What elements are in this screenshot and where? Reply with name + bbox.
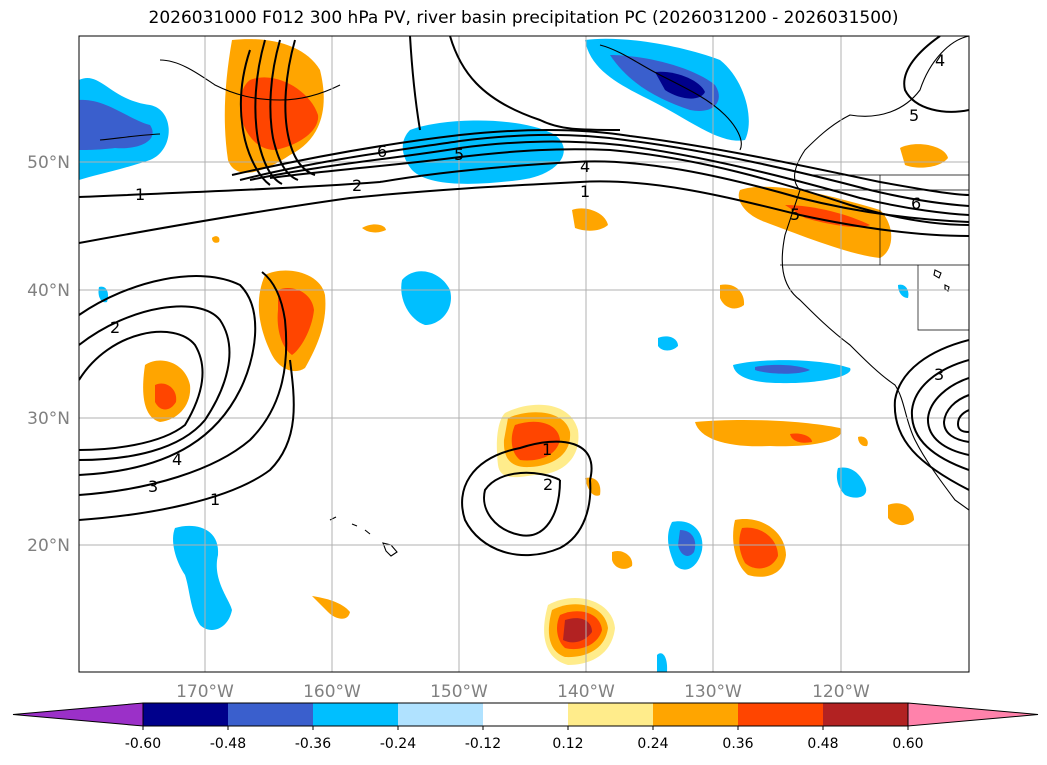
- colorbar-label: 0.60: [892, 736, 923, 752]
- contour-label: 5: [909, 106, 919, 125]
- lon-label: 140°W: [557, 682, 615, 702]
- contour-label: 2: [543, 475, 553, 494]
- positive-anomaly: [212, 236, 220, 243]
- lon-label: 120°W: [812, 682, 870, 702]
- positive-anomaly: [362, 224, 386, 233]
- colorbar-swatch: [568, 703, 653, 726]
- negative-anomaly: [173, 525, 232, 630]
- colorbar-swatch: [738, 703, 823, 726]
- negative-anomaly: [836, 467, 867, 498]
- positive-anomaly: [739, 527, 778, 569]
- colorbar-swatch: [143, 703, 228, 726]
- positive-anomaly: [790, 433, 812, 443]
- negative-anomaly: [898, 284, 909, 298]
- colorbar-swatch: [398, 703, 483, 726]
- contour-label: 6: [911, 194, 921, 213]
- colorbar-label: 0.12: [552, 736, 583, 752]
- contour-label: 1: [135, 185, 145, 204]
- lon-label: 130°W: [684, 682, 742, 702]
- contour-label: 6: [377, 142, 387, 161]
- lat-label: 30°N: [27, 409, 70, 429]
- colorbar-label: 0.24: [637, 736, 668, 752]
- lat-label: 50°N: [27, 153, 70, 173]
- colorbar-swatch: [483, 703, 568, 726]
- contour-label: 5: [454, 145, 464, 164]
- negative-anomaly: [678, 530, 696, 556]
- negative-anomaly: [401, 271, 451, 325]
- colorbar-swatch: [228, 703, 313, 726]
- colorbar-outline: [142, 702, 909, 727]
- contour-label: 3: [934, 365, 944, 384]
- map-layers: 1 6 5 2 4 1 5 6 5 4 2 4 3 1 1 2 3: [79, 36, 969, 672]
- map-frame: [78, 35, 970, 673]
- positive-anomaly: [312, 596, 350, 619]
- positive-anomaly: [563, 618, 592, 643]
- latitude-labels: 50°N 40°N 30°N 20°N: [27, 153, 70, 556]
- gridlines: [79, 36, 969, 672]
- positive-anomaly: [572, 208, 608, 231]
- contour-label: 4: [935, 51, 945, 70]
- lat-label: 40°N: [27, 281, 70, 301]
- positive-anomaly: [612, 550, 633, 569]
- colorbar: -0.60 -0.48 -0.36 -0.24 -0.12 0.12 0.24 0.36 0.4…: [12, 702, 1039, 752]
- colorbar-label: -0.60: [125, 736, 161, 752]
- contour-label: 1: [580, 182, 590, 201]
- negative-anomaly: [79, 99, 153, 150]
- contour-label: 1: [542, 440, 552, 459]
- colorbar-extend-min: [12, 702, 144, 727]
- contour-label: 4: [580, 157, 590, 176]
- longitude-labels: 170°W 160°W 150°W 140°W 130°W 120°W: [176, 682, 870, 702]
- negative-anomaly: [657, 653, 668, 672]
- positive-anomaly: [585, 477, 601, 496]
- pv-contours: [79, 36, 969, 557]
- contour-label: 5: [790, 205, 800, 224]
- positive-anomaly: [888, 503, 914, 526]
- positive-anomaly: [738, 186, 892, 258]
- contour-label: 2: [352, 176, 362, 195]
- lon-label: 150°W: [430, 682, 488, 702]
- positive-anomaly: [858, 436, 868, 447]
- colorbar-label: -0.24: [380, 736, 416, 752]
- colorbar-swatch: [313, 703, 398, 726]
- coastlines: [99, 36, 969, 557]
- lon-label: 160°W: [303, 682, 361, 702]
- lon-label: 170°W: [176, 682, 234, 702]
- negative-anomaly: [658, 336, 678, 351]
- colorbar-label: -0.36: [295, 736, 331, 752]
- colorbar-label: 0.48: [807, 736, 838, 752]
- colorbar-swatch: [823, 703, 908, 726]
- contour-label: 1: [210, 490, 220, 509]
- contour-label: 3: [148, 477, 158, 496]
- precip-field: [79, 38, 948, 672]
- map-title: 2026031000 F012 300 hPa PV, river basin …: [148, 8, 899, 28]
- colorbar-swatch: [653, 703, 738, 726]
- colorbar-label: -0.12: [465, 736, 501, 752]
- positive-anomaly: [511, 421, 560, 461]
- colorbar-label: -0.48: [210, 736, 246, 752]
- colorbar-extend-max: [907, 702, 1039, 727]
- colorbar-label: 0.36: [722, 736, 753, 752]
- negative-anomaly: [755, 364, 810, 374]
- positive-anomaly: [785, 205, 870, 228]
- contour-label: 4: [172, 450, 182, 469]
- lat-label: 20°N: [27, 536, 70, 556]
- contour-label: 2: [110, 318, 120, 337]
- positive-anomaly: [240, 77, 319, 150]
- positive-anomaly: [155, 383, 177, 410]
- pv-contour-labels: 1 6 5 2 4 1 5 6 5 4 2 4 3 1 1 2 3: [110, 51, 945, 509]
